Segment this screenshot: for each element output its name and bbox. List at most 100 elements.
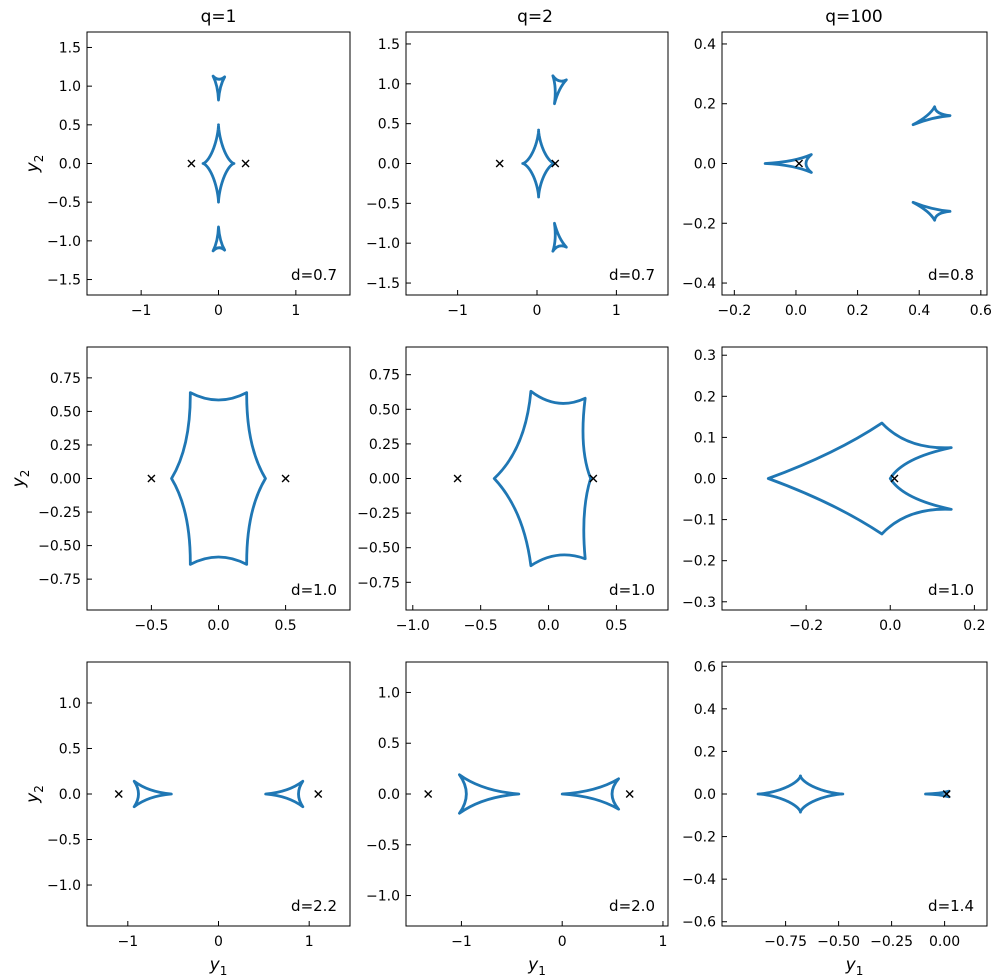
x-tick-label: −0.2 xyxy=(789,618,823,634)
x-tick-label: −0.2 xyxy=(717,303,751,319)
lens-marker xyxy=(314,790,323,798)
y-tick-label: −1.5 xyxy=(366,276,400,292)
lens-marker-stroke xyxy=(424,790,433,798)
lens-marker-stroke xyxy=(495,159,504,168)
x-tick-label: −1 xyxy=(447,303,468,319)
caustic-curves xyxy=(756,774,951,814)
y-tick-label: −0.2 xyxy=(682,216,716,232)
x-tick-label: 0.0 xyxy=(207,618,229,634)
x-tick-label: −1 xyxy=(117,934,138,950)
x-axis-label: y1 xyxy=(845,955,864,978)
y-tick-label: −0.75 xyxy=(38,572,81,588)
y-tick-label: −0.1 xyxy=(682,513,716,529)
x-tick-label: 0.5 xyxy=(605,618,627,634)
caustic-curve xyxy=(766,421,953,536)
caustic-curves xyxy=(521,74,568,253)
caustic-curves xyxy=(170,391,267,566)
separation-label: d=0.7 xyxy=(291,266,337,284)
caustic-curve xyxy=(551,221,568,253)
x-tick-label: 0 xyxy=(214,303,223,319)
separation-label: d=0.7 xyxy=(609,266,655,284)
y-tick-label: 0.4 xyxy=(694,37,716,53)
y-tick-label: −0.5 xyxy=(366,196,400,212)
x-axis-label-main: y xyxy=(527,955,539,975)
lens-marker-stroke xyxy=(625,790,634,798)
column-title-q100: q=100 xyxy=(825,7,882,27)
y-tick-label: 0.5 xyxy=(378,736,400,752)
x-tick-label: 0.2 xyxy=(846,303,868,319)
panel-q2-row3: −1 0 1−1.0−0.50.00.51.0d=2.0y1 xyxy=(366,661,669,978)
panel-q100-row1: −0.2 0.0 0.2 0.4 0.6−0.4−0.20.00.20.4d=0.8 xyxy=(682,31,992,319)
y-tick-label: 0.5 xyxy=(59,741,81,757)
y-tick-label: 0.0 xyxy=(378,157,400,173)
separation-label: d=1.0 xyxy=(291,581,337,599)
y-tick-label: 0.2 xyxy=(694,744,716,760)
lens-marker xyxy=(241,159,250,168)
x-tick-label: 0 xyxy=(558,934,567,950)
x-tick-label: 0.0 xyxy=(785,303,807,319)
x-axis-label-main: y xyxy=(209,955,221,975)
y-tick-label: −0.2 xyxy=(682,554,716,570)
column-title-q1: q=1 xyxy=(201,7,237,27)
x-tick-label: −1.0 xyxy=(396,618,430,634)
x-tick-label: 0.5 xyxy=(274,618,296,634)
lens-marker-stroke xyxy=(281,474,290,483)
x-tick-label: 0.6 xyxy=(970,303,992,319)
y-tick-label: −0.50 xyxy=(357,541,400,557)
column-title-q2: q=2 xyxy=(517,7,553,27)
separation-label: d=1.0 xyxy=(609,581,655,599)
lens-marker-stroke xyxy=(314,790,323,798)
y-tick-label: −0.5 xyxy=(47,195,81,211)
x-tick-label: 1 xyxy=(291,303,300,319)
caustic-curve xyxy=(492,389,593,568)
y-axis-label: y2 xyxy=(23,155,46,174)
y-tick-label: −0.5 xyxy=(47,833,81,849)
y-tick-label: −1.5 xyxy=(47,273,81,289)
lens-marker-stroke xyxy=(114,790,123,798)
y-tick-label: 1.0 xyxy=(59,79,81,95)
y-tick-label: 1.0 xyxy=(59,696,81,712)
lens-marker-stroke xyxy=(453,474,462,483)
lens-marker-stroke xyxy=(241,159,250,168)
lens-marker-stroke xyxy=(942,790,951,798)
plot-frame xyxy=(405,661,669,927)
lens-marker xyxy=(281,474,290,483)
plot-frame xyxy=(86,31,351,296)
lens-marker xyxy=(453,474,462,483)
panel-q2-row2: −1.0 −0.5 0.0 0.5 −0.75 −0.50 −0.25 0.00 0.25 0.5… xyxy=(357,346,669,634)
plot-frame xyxy=(86,346,351,611)
x-tick-label: −0.5 xyxy=(134,618,168,634)
caustic-curves xyxy=(201,74,236,253)
y-tick-label: 0.5 xyxy=(59,118,81,134)
x-tick-label: −0.75 xyxy=(764,934,807,950)
separation-label: d=1.4 xyxy=(928,897,974,915)
y-tick-label: 0.0 xyxy=(378,787,400,803)
y-tick-label: −1.0 xyxy=(366,236,400,252)
y-tick-label: 0.0 xyxy=(694,472,716,488)
plot-frame xyxy=(405,31,669,296)
y-tick-label: 0.50 xyxy=(369,402,400,418)
y-axis-label-subscript: 2 xyxy=(32,785,46,793)
caustic-curves xyxy=(492,389,593,568)
caustic-curves xyxy=(763,105,952,222)
x-axis-label-subscript: 1 xyxy=(856,964,864,978)
x-tick-label: −0.5 xyxy=(464,618,498,634)
x-axis-label-main: y xyxy=(845,955,857,975)
lens-marker-stroke xyxy=(795,159,804,168)
lens-marker-stroke xyxy=(147,474,156,483)
y-tick-label: 0.2 xyxy=(694,389,716,405)
y-axis-label-main: y xyxy=(9,476,29,488)
caustic-curves xyxy=(132,779,305,809)
y-tick-label: 1.5 xyxy=(378,37,400,53)
x-tick-label: 1 xyxy=(659,934,668,950)
y-tick-label: −0.4 xyxy=(682,276,716,292)
y-tick-label: 0.1 xyxy=(694,430,716,446)
x-tick-label: 0.0 xyxy=(537,618,559,634)
x-tick-label: 1 xyxy=(305,934,314,950)
y-tick-label: 0.5 xyxy=(378,117,400,133)
lens-marker xyxy=(589,474,598,483)
x-tick-label: 1 xyxy=(612,303,621,319)
lens-marker xyxy=(625,790,634,798)
x-axis-label-subscript: 1 xyxy=(220,964,228,978)
y-axis-label-main: y xyxy=(23,792,43,804)
